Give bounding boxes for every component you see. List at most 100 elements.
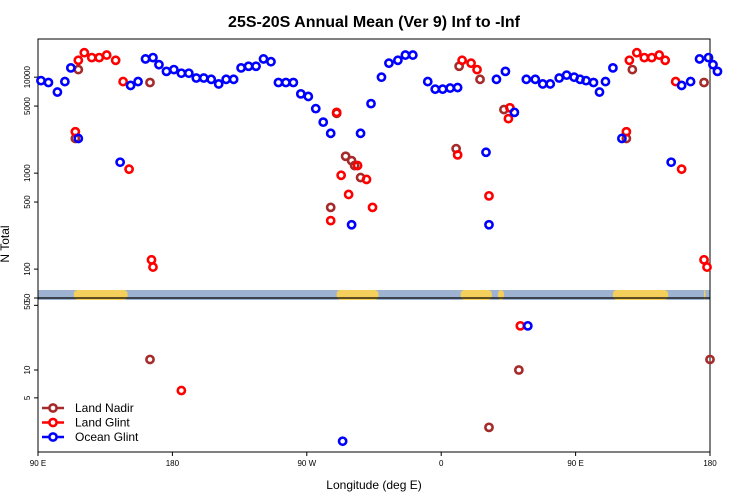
ocean-glint-point [694, 54, 705, 64]
ocean-glint-point [280, 77, 291, 88]
ocean-glint-point [161, 66, 172, 77]
upper-y-tick-label: 100 [23, 262, 32, 276]
ocean-glint-point [521, 74, 532, 85]
land-glint-point [343, 189, 354, 200]
ocean-glint-point [422, 76, 433, 87]
land-glint-point [654, 50, 665, 60]
x-tick-label: 180 [166, 459, 180, 468]
land-glint-point [457, 55, 468, 66]
ocean-glint-point [554, 73, 565, 83]
land-nadir-point [145, 77, 155, 88]
land-nadir-point [705, 354, 715, 365]
ocean-glint-point [148, 52, 158, 63]
land-glint-point [148, 262, 158, 272]
land-nadir-point [699, 77, 709, 88]
ocean-glint-point [481, 147, 491, 158]
ocean-glint-point [666, 157, 677, 168]
ocean-glint-point [303, 91, 314, 102]
ocean-glint-point [154, 59, 164, 70]
ocean-glint-point [191, 73, 202, 83]
ocean-glint-point [251, 61, 261, 72]
ocean-glint-point [545, 79, 556, 89]
land-glint-point [624, 55, 635, 66]
legend-marker-land-nadir [48, 403, 58, 413]
ocean-glint-point [59, 76, 70, 87]
ocean-glint-point [115, 157, 126, 168]
legend-label-land-nadir: Land Nadir [75, 401, 134, 415]
ocean-glint-point [500, 66, 511, 77]
ocean-glint-point [133, 76, 143, 87]
ocean-glint-point [407, 50, 418, 60]
ocean-glint-point [445, 83, 456, 93]
land-nadir-point [484, 422, 494, 433]
land-nadir-point [627, 64, 638, 75]
x-axis: 90 E 180 90 W 0 90 E 180 [30, 452, 717, 468]
ocean-glint-point [355, 128, 366, 139]
ocean-glint-point [295, 88, 306, 99]
ocean-glint-point [36, 75, 46, 86]
land-glint-point [646, 52, 657, 63]
land-glint-point [631, 47, 642, 58]
land-glint-point [702, 262, 712, 272]
upper-y-tick-label: 1000 [23, 164, 32, 182]
legend-marker-ocean-glint [48, 432, 58, 442]
ocean-glint-point [183, 68, 194, 79]
land-glint-point [331, 107, 342, 118]
x-tick-label: 90 E [30, 459, 46, 468]
legend-marker-land-glint [48, 417, 58, 428]
upper-y-tick-label: 500 [23, 195, 32, 209]
ocean-glint-point [243, 61, 254, 72]
ocean-glint-point [346, 219, 357, 230]
y-axis-label: N Total [0, 225, 12, 262]
land-nadir-point [325, 202, 336, 213]
ocean-glint-point [384, 58, 394, 69]
ocean-glint-point [366, 98, 376, 109]
ocean-glint-point [581, 75, 591, 86]
land-glint-point [621, 126, 632, 137]
lower-panel-frame [37, 297, 711, 453]
ocean-glint-point [43, 77, 54, 88]
ocean-glint-point [588, 77, 599, 88]
upper-plot: 50 100 500 1000 5000 10000 [23, 38, 723, 302]
ocean-glint-point [561, 70, 572, 81]
ocean-glint-point [288, 77, 299, 88]
land-glint-point [101, 50, 112, 60]
ocean-glint-point [310, 103, 321, 114]
ocean-glint-point [400, 50, 411, 60]
land-glint-point [176, 385, 187, 396]
ocean-glint-point [73, 133, 84, 144]
land-nadir-point [475, 74, 485, 85]
ocean-glint-point [125, 80, 136, 91]
land-glint-point [352, 160, 363, 171]
x-tick-label: 90 W [297, 459, 316, 468]
land-glint-point [452, 149, 463, 160]
x-tick-label: 90 E [567, 459, 583, 468]
ocean-glint-point [168, 64, 179, 75]
ocean-glint-point [52, 87, 63, 97]
land-nadir-point [513, 365, 524, 375]
ocean-glint-point [221, 74, 232, 85]
land-glint-point [484, 190, 494, 201]
ocean-glint-point [600, 76, 611, 87]
land-nadir-point [340, 151, 351, 162]
ocean-glint-point [65, 62, 76, 73]
ocean-glint-point [430, 84, 441, 95]
x-axis-label: Longitude (deg E) [326, 478, 421, 492]
land-nadir-point [145, 354, 155, 365]
ocean-glint-point [213, 79, 224, 89]
ocean-glint-point [236, 62, 246, 73]
land-glint-point [466, 58, 476, 69]
ocean-glint-point [530, 74, 541, 85]
ocean-glint-point [376, 72, 387, 83]
ocean-glint-point [491, 74, 502, 85]
land-glint-point [124, 164, 134, 175]
land-glint-point [639, 52, 650, 63]
ocean-glint-point [608, 62, 618, 73]
ocean-glint-point [712, 66, 723, 77]
ocean-glint-point [537, 79, 548, 89]
land-nadir-point [73, 64, 84, 75]
land-glint-point [503, 113, 514, 124]
ocean-glint-point [392, 55, 403, 66]
ocean-glint-point [176, 68, 187, 79]
